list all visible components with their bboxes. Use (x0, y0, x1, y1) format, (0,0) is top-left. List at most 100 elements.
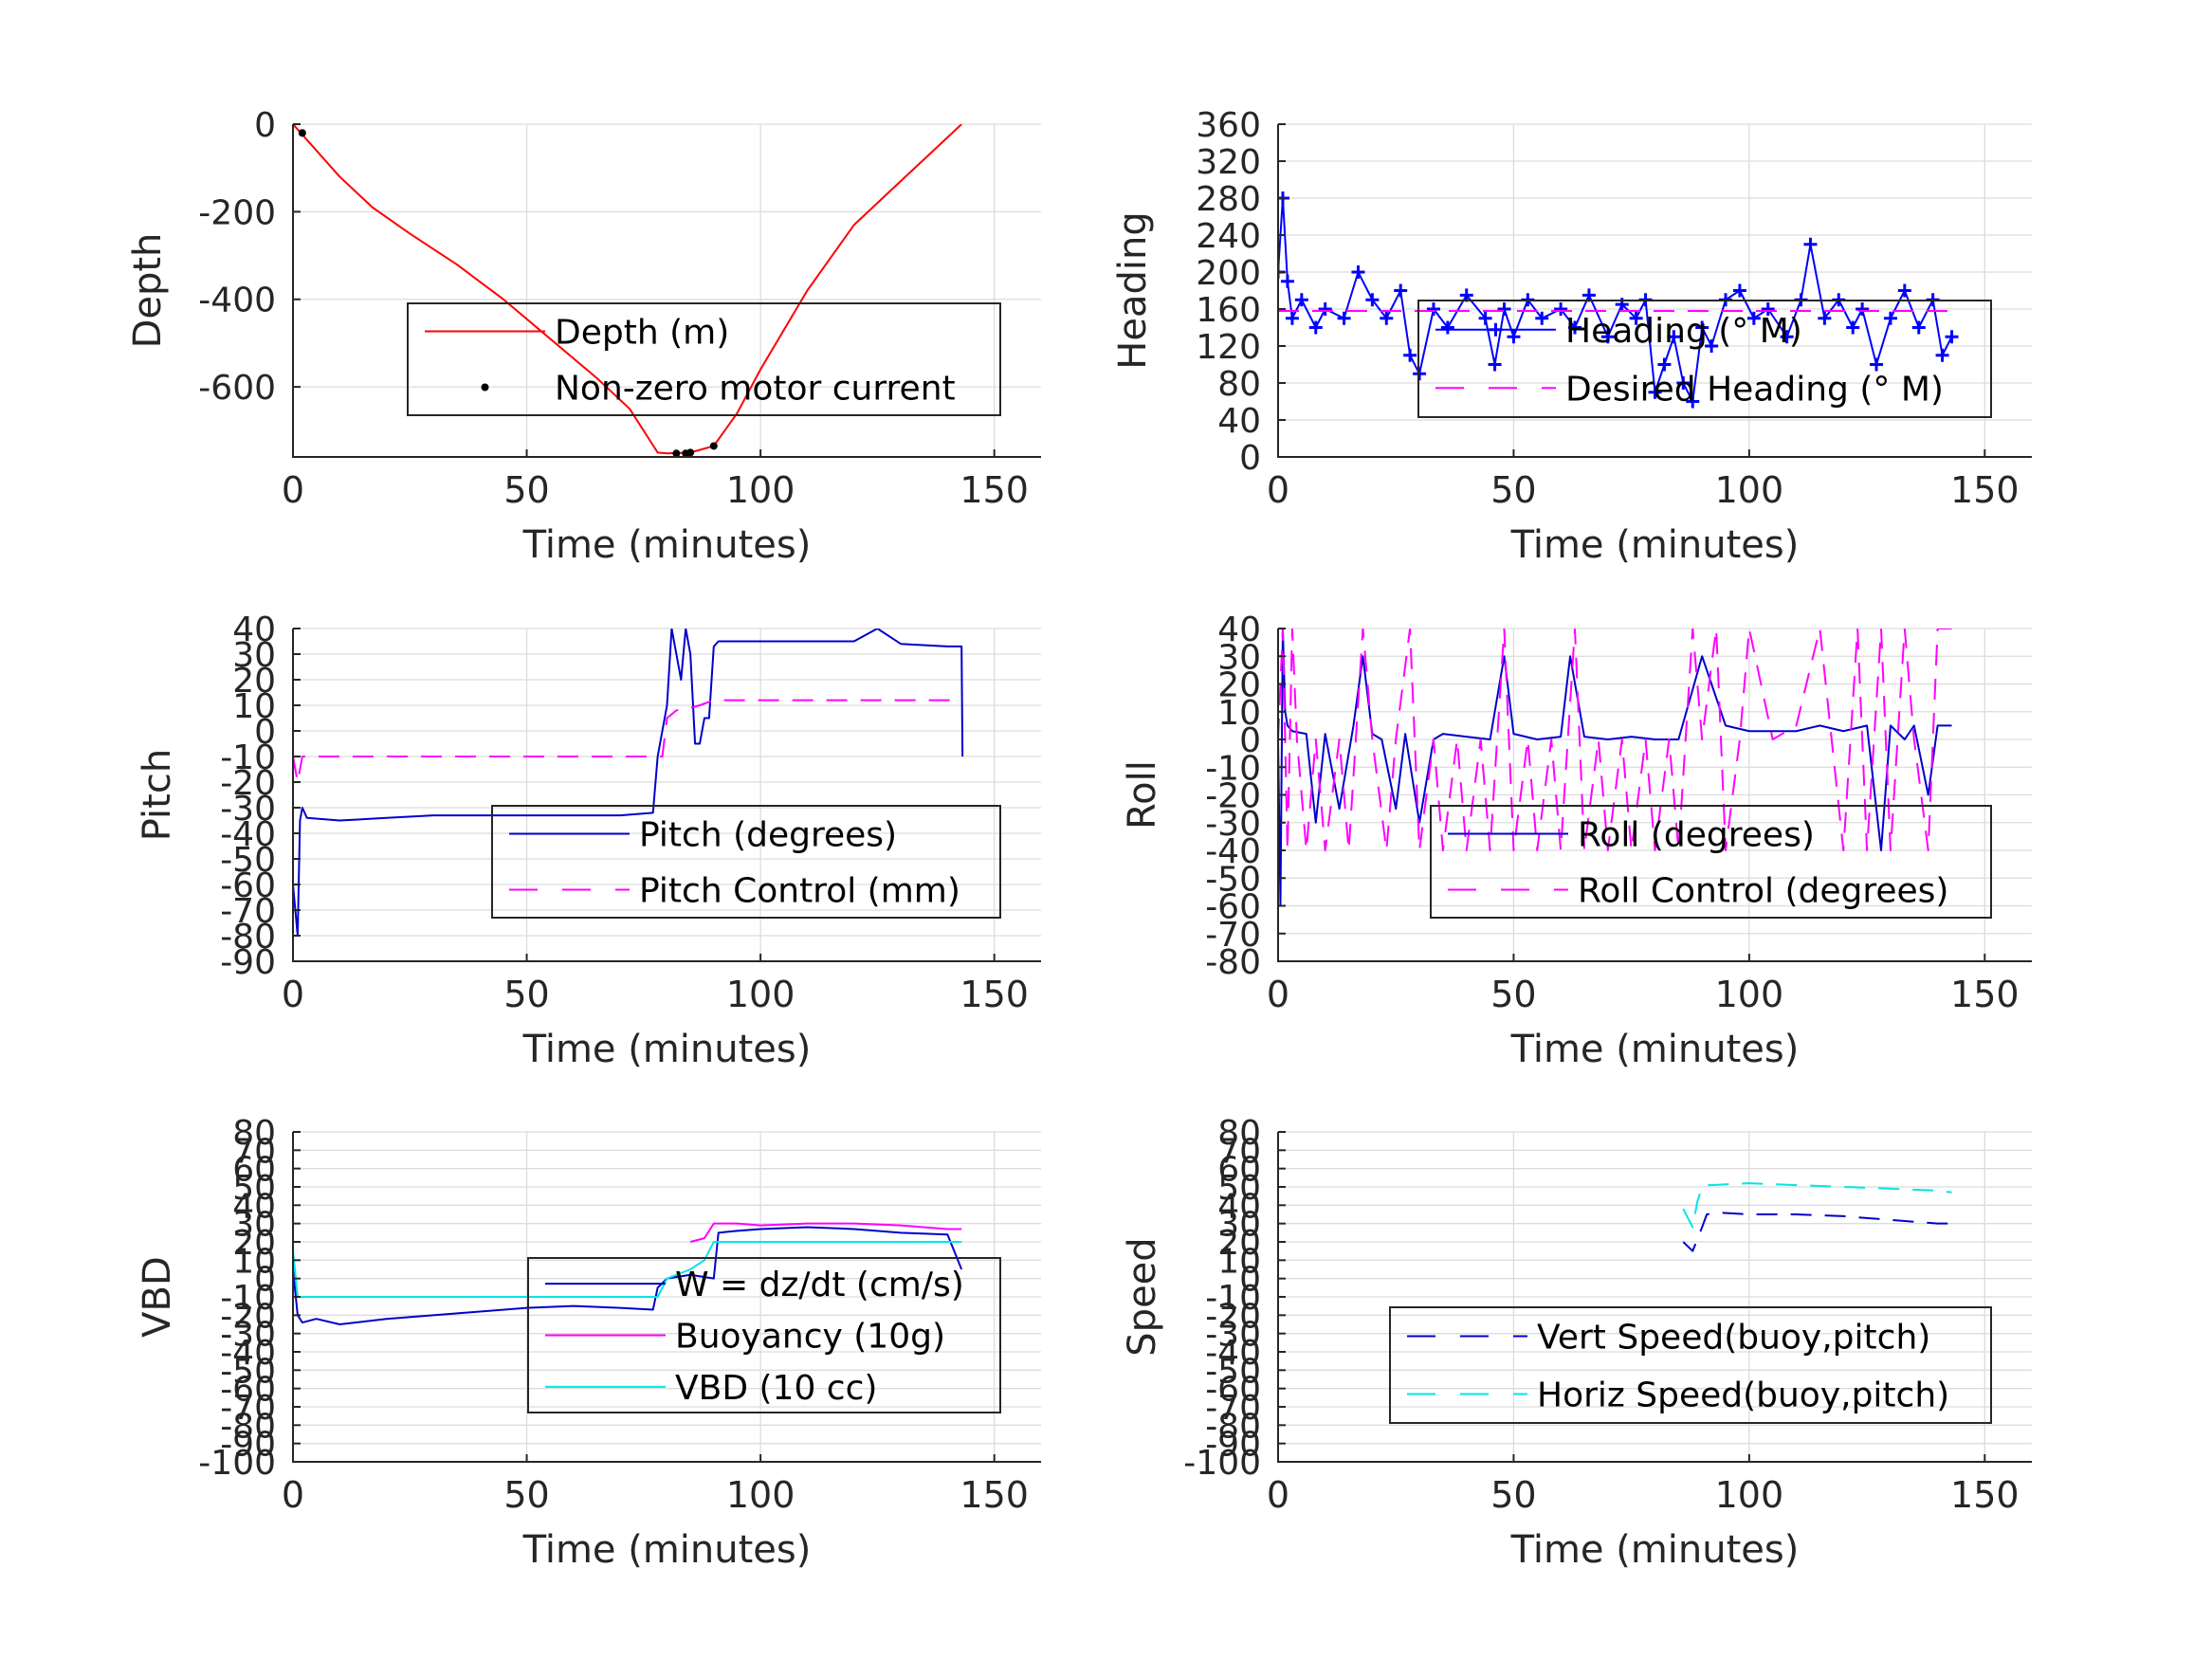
speed-ytick-label: 10 (1217, 1242, 1261, 1281)
heading-plus-marker (1426, 302, 1440, 316)
heading-plus-marker (1676, 376, 1691, 390)
depth-series-line (293, 124, 962, 455)
roll-ytick-label: -40 (1205, 832, 1261, 871)
depth-legend-swatch (481, 383, 489, 392)
vbd-xlabel: Time (minutes) (522, 1528, 812, 1572)
heading-plus-marker (1945, 330, 1959, 344)
speed-series-line (1682, 1182, 1952, 1229)
heading-plus-marker (1554, 302, 1568, 316)
vbd-ytick-label: 20 (232, 1224, 276, 1263)
pitch-ytick-label: -30 (220, 790, 276, 829)
chart-depth: 0 50 100 150 0 -200 -400 -600 Time (minutes) Dept… (126, 106, 1041, 567)
roll-xtick-label: 0 (1267, 974, 1289, 1015)
heading-plus-marker (1568, 320, 1582, 335)
vbd-series-2 (293, 1241, 962, 1298)
roll-ytick-label: 0 (1239, 721, 1261, 760)
chart-roll: 0 50 100 150403020100-10-20-30-40-50-60-70-… (1121, 611, 2032, 1071)
heading-plus-marker (1285, 311, 1299, 325)
roll-ytick-label: -50 (1205, 860, 1261, 899)
heading-plus-marker (1648, 385, 1662, 399)
roll-legend-label: Roll (degrees) (1578, 816, 1815, 855)
heading-plus-marker (1818, 311, 1832, 325)
vbd-ytick-label: -60 (220, 1371, 276, 1410)
vbd-ytick-label: -100 (198, 1444, 276, 1483)
heading-plus-marker (1780, 330, 1794, 344)
depth-xtick-label: 50 (503, 469, 549, 511)
depth-data-point (672, 449, 681, 457)
speed-legend-label: Horiz Speed(buoy,pitch) (1537, 1376, 1949, 1415)
speed-series-0 (1682, 1212, 1952, 1252)
roll-ytick-label: -60 (1205, 888, 1261, 927)
speed-ytick-label: -10 (1205, 1279, 1261, 1318)
heading-plus-marker (1732, 283, 1746, 298)
pitch-ytick-label: -50 (220, 841, 276, 880)
speed-ytick-label: 40 (1217, 1187, 1261, 1226)
vbd-ytick-label: -10 (220, 1279, 276, 1318)
roll-ylabel: Roll (1121, 760, 1164, 830)
depth-data-point (298, 129, 306, 137)
heading-plus-marker (1380, 311, 1394, 325)
speed-ytick-label: 20 (1217, 1224, 1261, 1263)
heading-plus-marker (1629, 311, 1643, 325)
roll-xtick-label: 50 (1490, 974, 1536, 1015)
speed-xtick-label: 0 (1267, 1474, 1289, 1516)
speed-ytick-label: 60 (1217, 1151, 1261, 1190)
roll-ytick-label: -20 (1205, 777, 1261, 816)
speed-xtick-label: 100 (1715, 1474, 1784, 1516)
heading-plus-marker (1705, 339, 1719, 353)
vbd-ytick-label: 30 (232, 1206, 276, 1245)
speed-ytick-label: -100 (1183, 1444, 1261, 1483)
heading-plus-marker (1761, 302, 1775, 316)
heading-xtick-label: 100 (1715, 469, 1784, 511)
speed-ytick-label: -60 (1205, 1371, 1261, 1410)
depth-data-point (709, 442, 718, 450)
speed-ytick-label: -70 (1205, 1389, 1261, 1428)
speed-xlabel: Time (minutes) (1510, 1528, 1800, 1572)
vbd-legend-box (527, 1257, 1001, 1413)
heading-plus-marker (1911, 320, 1926, 335)
pitch-xtick-label: 50 (503, 974, 549, 1015)
roll-xtick-label: 100 (1715, 974, 1784, 1015)
depth-legend: Depth (m) Non-zero motor current (407, 302, 1001, 416)
heading-plus-marker (1403, 348, 1417, 362)
vbd-ytick-label: -50 (220, 1352, 276, 1391)
roll-xtick-label: 150 (1950, 974, 2020, 1015)
heading-ytick-label: 320 (1196, 143, 1261, 182)
vbd-ytick-label: -70 (220, 1389, 276, 1428)
pitch-ytick-label: 0 (254, 713, 276, 752)
heading-xtick-label: 50 (1490, 469, 1536, 511)
depth-legend-box (407, 302, 1001, 416)
depth-xlabel: Time (minutes) (522, 523, 812, 567)
depth-series-1 (298, 129, 718, 457)
heading-plus-marker (1935, 348, 1949, 362)
roll-ytick-label: -30 (1205, 805, 1261, 844)
depth-series-0 (293, 124, 962, 455)
chart-pitch: 0 50 100 150403020100-10-20-30-40-50-60-70-… (136, 611, 1041, 1071)
heading-ytick-label: 0 (1239, 439, 1261, 478)
heading-plus-marker (1667, 330, 1681, 344)
heading-plus-marker (1803, 237, 1818, 251)
heading-plus-marker (1897, 283, 1911, 298)
vbd-xtick-label: 0 (282, 1474, 304, 1516)
speed-ytick-label: 30 (1217, 1206, 1261, 1245)
depth-ytick-label: -600 (198, 369, 276, 408)
pitch-xtick-label: 100 (726, 974, 795, 1015)
vbd-series-line (293, 1226, 963, 1325)
depth-data-point (686, 448, 695, 457)
heading-plus-marker (1695, 320, 1709, 335)
vbd-xtick-label: 150 (960, 1474, 1029, 1516)
pitch-legend-label: Pitch Control (mm) (639, 872, 960, 911)
roll-series-1 (1278, 629, 1952, 851)
roll-legend-box (1430, 805, 1992, 919)
pitch-xtick-label: 150 (960, 974, 1029, 1015)
speed-xtick-label: 50 (1490, 1474, 1536, 1516)
heading-xlabel: Time (minutes) (1510, 523, 1800, 567)
pitch-xtick-label: 0 (282, 974, 304, 1015)
speed-ytick-label: -30 (1205, 1316, 1261, 1355)
heading-plus-marker (1351, 265, 1365, 279)
speed-ytick-label: 0 (1239, 1261, 1261, 1300)
speed-legend: Vert Speed(buoy,pitch) Horiz Speed(buoy,p… (1389, 1306, 1992, 1424)
roll-ytick-label: 10 (1217, 694, 1261, 733)
